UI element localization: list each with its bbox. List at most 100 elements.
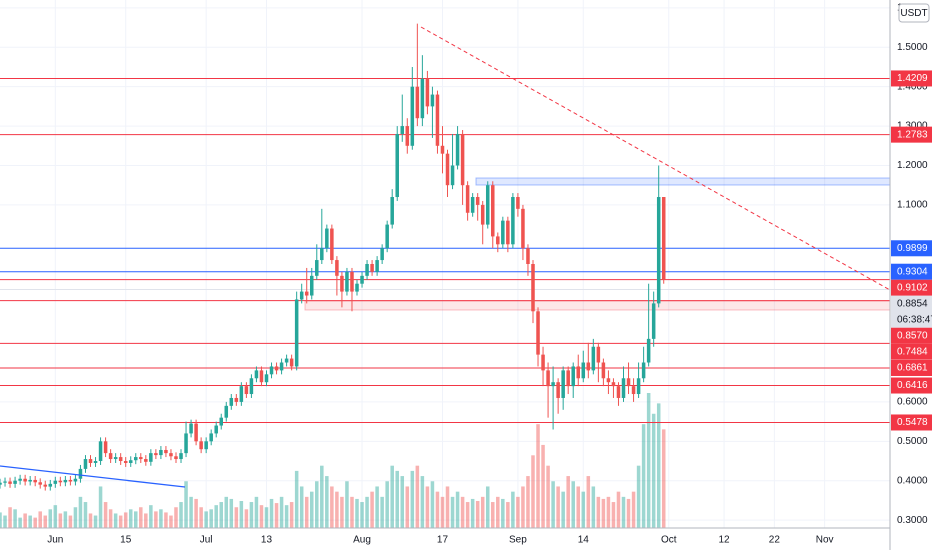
candle-body — [184, 433, 188, 454]
candle-body — [536, 311, 540, 355]
volume-bar — [440, 496, 445, 528]
candle-body — [154, 453, 158, 456]
candle-body — [470, 197, 475, 213]
volume-bar — [521, 486, 525, 528]
volume-bar — [345, 481, 349, 528]
candle-body — [390, 197, 394, 225]
x-tick-label: Nov — [816, 535, 834, 546]
candle-body — [229, 397, 234, 406]
candle-body — [103, 441, 108, 454]
volume-bar — [134, 511, 138, 528]
volume-bar — [475, 501, 480, 528]
candle-body — [400, 126, 405, 134]
x-tick-label: Sep — [509, 535, 527, 546]
candle-body — [516, 197, 520, 209]
volume-bar — [496, 496, 500, 528]
volume-bar — [294, 470, 299, 528]
volume-bar — [370, 491, 374, 528]
volume-bar — [53, 505, 58, 528]
volume-bar — [390, 465, 394, 528]
candle-body — [551, 382, 555, 387]
volume-bar — [606, 496, 611, 528]
volume-bar — [63, 511, 68, 528]
candle-body — [345, 271, 349, 292]
volume-bar — [410, 470, 415, 528]
volume-bar — [435, 491, 440, 528]
candle-body — [475, 197, 480, 205]
price-label: 1.2783 — [897, 129, 928, 140]
candle-body — [566, 370, 570, 387]
candle-body — [395, 133, 399, 198]
y-tick-label: 0.3000 — [897, 515, 928, 526]
candle-body — [68, 479, 73, 482]
volume-bar — [420, 476, 425, 528]
candle-body — [526, 248, 530, 264]
price-label: 0.8854 — [897, 298, 928, 309]
volume-bar — [254, 496, 259, 528]
volume-bar — [571, 481, 575, 528]
volume-bar — [611, 502, 616, 528]
price-label: 0.8570 — [897, 330, 928, 341]
candle-body — [541, 354, 545, 371]
candle-body — [149, 453, 153, 462]
volume-bar — [284, 505, 289, 528]
volume-bar — [465, 502, 470, 528]
volume-bar — [13, 509, 17, 528]
price-label: 0.6861 — [897, 363, 928, 374]
x-tick-label: 15 — [120, 535, 132, 546]
countdown: 06:38:47 — [897, 314, 932, 325]
candle-body — [315, 260, 319, 276]
candle-body — [646, 338, 651, 363]
candle-body — [219, 417, 224, 426]
volume-bar — [430, 481, 435, 528]
volume-bar — [365, 496, 369, 528]
price-label-box — [891, 343, 932, 360]
volume-bar — [350, 496, 354, 528]
candle-body — [209, 433, 213, 442]
volume-bar — [616, 491, 621, 528]
y-tick-label: 0.4000 — [897, 475, 928, 486]
volume-bar — [631, 491, 636, 528]
volume-bar — [269, 498, 274, 528]
volume-bar — [460, 496, 465, 528]
candle-body — [0, 482, 2, 485]
volume-bar — [661, 429, 666, 528]
candle-body — [340, 275, 344, 292]
volume-bar — [144, 513, 148, 528]
volume-bar — [531, 455, 535, 528]
volume-bar — [405, 486, 410, 528]
candle-body — [591, 346, 596, 371]
candle-body — [309, 275, 314, 296]
volume-bar — [209, 509, 213, 528]
candle-body — [63, 479, 68, 483]
candle-body — [18, 478, 22, 481]
volume-bar — [224, 496, 229, 528]
candle-body — [631, 386, 636, 395]
candle-body — [88, 459, 93, 463]
candle-body — [561, 370, 565, 398]
candle-body — [118, 457, 123, 462]
candle-body — [264, 374, 269, 383]
volume-bar — [189, 496, 193, 528]
volume-bar — [219, 502, 224, 528]
volume-bar — [239, 501, 244, 528]
candle-body — [571, 366, 575, 387]
volume-bar — [315, 481, 319, 528]
volume-bar — [264, 507, 269, 528]
volume-bar — [651, 413, 656, 528]
volume-bar — [179, 502, 183, 528]
y-tick-label: 1.5000 — [897, 42, 928, 53]
volume-bar — [596, 496, 601, 528]
volume-bar — [400, 476, 405, 528]
price-label-box — [891, 263, 932, 280]
candle-body — [496, 236, 500, 245]
volume-bar — [214, 505, 218, 528]
zone — [475, 177, 891, 186]
candle-body — [586, 362, 591, 371]
volume-bar — [174, 507, 178, 528]
candle-body — [128, 460, 133, 463]
volume-bar — [380, 496, 384, 528]
volume-bar — [526, 476, 530, 528]
candle-body — [480, 204, 485, 225]
candle-body — [48, 483, 53, 487]
